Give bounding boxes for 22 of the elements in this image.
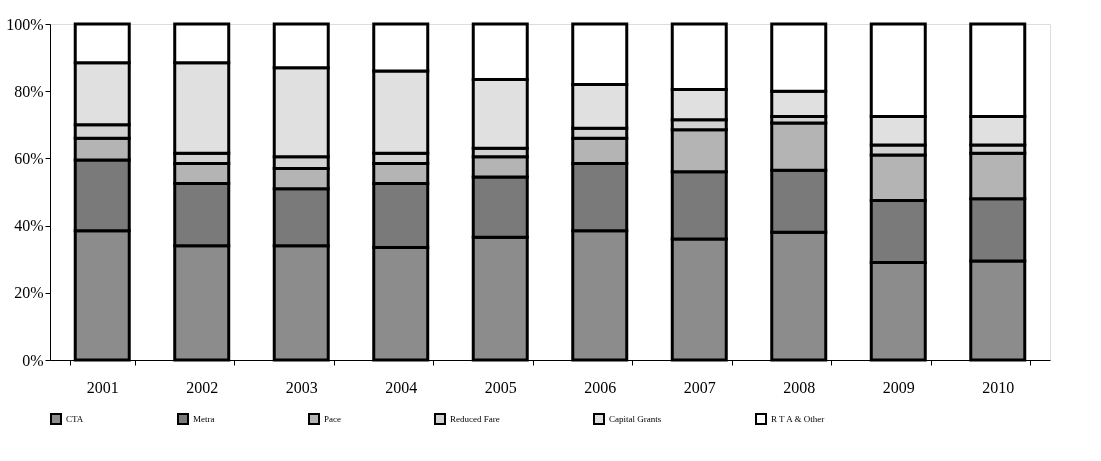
x-tick-label: 2002 xyxy=(186,378,219,396)
y-tick-label: 60% xyxy=(14,149,44,167)
legend-label: R T A & Other xyxy=(771,414,825,424)
legend-label: Metra xyxy=(193,414,215,424)
x-tick-label: 2010 xyxy=(982,378,1015,396)
legend-label: CTA xyxy=(66,414,84,424)
y-tick-label: 80% xyxy=(14,82,44,100)
y-tick-label: 40% xyxy=(14,217,44,235)
legend-label: Reduced Fare xyxy=(450,414,500,424)
x-tick-label: 2001 xyxy=(86,378,119,396)
legend-label: Pace xyxy=(324,414,341,424)
x-tick-label: 2004 xyxy=(385,378,418,396)
x-tick-label: 2003 xyxy=(285,378,318,396)
x-tick-label: 2008 xyxy=(783,378,816,396)
x-tick-label: 2007 xyxy=(683,378,716,396)
y-tick-label: 100% xyxy=(6,15,44,33)
y-tick-label: 0% xyxy=(22,351,44,369)
x-tick-label: 2006 xyxy=(584,378,617,396)
x-tick-label: 2005 xyxy=(484,378,517,396)
legend-label: Capital Grants xyxy=(609,414,662,424)
x-tick-label: 2009 xyxy=(882,378,915,396)
y-tick-label: 20% xyxy=(14,284,44,302)
